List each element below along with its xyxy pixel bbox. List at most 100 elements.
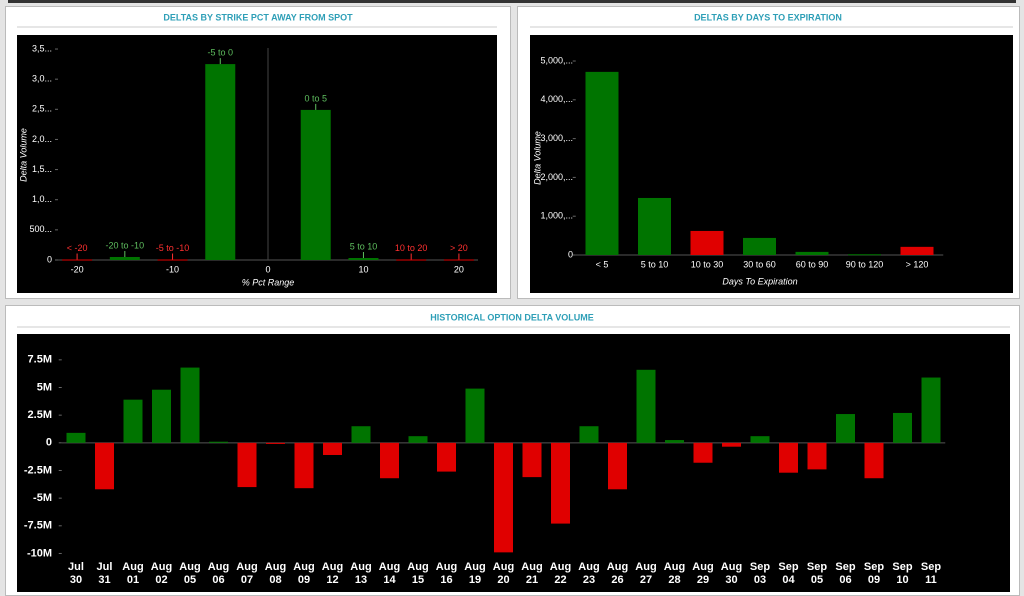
chart-title: HISTORICAL OPTION DELTA VOLUME: [430, 312, 594, 322]
x-tick-label: 04: [782, 574, 795, 586]
x-tick-label: Aug: [265, 561, 286, 573]
x-tick-label: 0: [265, 264, 270, 274]
x-tick-label: 09: [868, 574, 880, 586]
bar: [443, 259, 474, 261]
data-label: -20 to -10: [106, 240, 145, 250]
bar: [743, 237, 776, 255]
bar: [152, 389, 171, 443]
bar: [779, 442, 798, 473]
y-tick-label: 0: [568, 249, 573, 259]
x-tick-label: 08: [269, 574, 281, 586]
x-tick-label: 15: [412, 574, 424, 586]
bar: [465, 388, 485, 443]
y-tick-label: 3,0...: [32, 74, 52, 84]
bar: [638, 197, 671, 255]
x-tick-label: 30 to 60: [743, 259, 776, 269]
x-tick-label: 11: [925, 574, 937, 586]
x-tick-label: Aug: [550, 561, 571, 573]
x-tick-label: > 120: [906, 259, 929, 269]
x-tick-label: 19: [469, 574, 481, 586]
bar: [408, 436, 428, 443]
bar: [351, 426, 371, 443]
bar: [522, 442, 542, 478]
y-tick-label: 2.5M: [28, 409, 52, 421]
x-tick-label: 01: [127, 574, 139, 586]
bar: [348, 258, 379, 260]
x-tick-label: 12: [326, 574, 338, 586]
bar: [157, 259, 188, 261]
bar: [722, 442, 741, 447]
x-tick-label: Aug: [692, 561, 713, 573]
x-axis-title: % Pct Range: [242, 277, 295, 287]
bar: [585, 71, 619, 255]
plot-area: [17, 334, 1010, 592]
x-tick-label: 28: [668, 574, 680, 586]
x-tick-label: Aug: [578, 561, 599, 573]
x-tick-label: Aug: [236, 561, 257, 573]
bar: [380, 442, 399, 479]
x-tick-label: 06: [212, 574, 224, 586]
data-label: -5 to -10: [156, 243, 190, 253]
bar: [864, 442, 884, 479]
x-tick-label: 20: [454, 264, 464, 274]
bar: [795, 251, 829, 255]
y-tick-label: -2.5M: [24, 464, 52, 476]
y-axis-title: Delta Volume: [18, 128, 28, 182]
x-tick-label: Aug: [122, 561, 143, 573]
x-tick-label: < 5: [596, 259, 609, 269]
x-tick-label: 05: [184, 574, 196, 586]
x-tick-label: 13: [355, 574, 367, 586]
x-tick-label: 06: [839, 574, 851, 586]
bar: [209, 441, 228, 443]
x-tick-label: 27: [640, 574, 652, 586]
data-label: 0 to 5: [304, 93, 327, 103]
bar: [693, 442, 713, 463]
x-tick-label: Jul: [97, 561, 113, 573]
y-tick-label: 7.5M: [28, 354, 52, 366]
x-tick-label: Aug: [350, 561, 371, 573]
bar: [396, 259, 427, 261]
x-tick-label: 02: [155, 574, 167, 586]
x-tick-label: Aug: [436, 561, 457, 573]
bar: [665, 440, 684, 443]
y-axis-title: Delta Volume: [532, 131, 542, 185]
bar: [551, 442, 570, 524]
x-tick-label: Aug: [607, 561, 628, 573]
x-tick-label: 26: [611, 574, 623, 586]
x-tick-label: Aug: [664, 561, 685, 573]
y-tick-label: 2,0...: [32, 134, 52, 144]
bar: [579, 426, 599, 443]
chart-title: DELTAS BY STRIKE PCT AWAY FROM SPOT: [163, 12, 353, 22]
y-tick-label: 0: [47, 254, 52, 264]
bar: [266, 442, 285, 444]
bar: [750, 436, 770, 443]
x-tick-label: 03: [754, 574, 766, 586]
bar: [921, 377, 941, 443]
x-tick-label: 29: [697, 574, 709, 586]
x-tick-label: Sep: [750, 561, 770, 573]
bar: [636, 369, 656, 443]
y-tick-label: -10M: [27, 547, 52, 559]
bar: [893, 412, 912, 443]
x-tick-label: 10: [896, 574, 908, 586]
x-tick-label: Jul: [68, 561, 84, 573]
y-tick-label: 500...: [29, 224, 52, 234]
bar: [123, 399, 143, 443]
x-tick-label: Aug: [179, 561, 200, 573]
x-tick-label: -20: [71, 264, 84, 274]
y-tick-label: 5M: [37, 381, 52, 393]
x-tick-label: 05: [811, 574, 823, 586]
bar: [323, 442, 342, 455]
y-tick-label: -5M: [33, 492, 52, 504]
bar: [294, 442, 314, 489]
x-tick-label: -10: [166, 264, 179, 274]
bar: [180, 367, 200, 443]
bar: [608, 442, 627, 490]
x-tick-label: 14: [383, 574, 396, 586]
x-tick-label: 60 to 90: [796, 259, 829, 269]
data-label: < -20: [67, 243, 88, 253]
y-tick-label: 2,000,...: [540, 172, 573, 182]
x-tick-label: 16: [440, 574, 452, 586]
x-tick-label: Sep: [807, 561, 827, 573]
data-label: -5 to 0: [208, 47, 234, 57]
